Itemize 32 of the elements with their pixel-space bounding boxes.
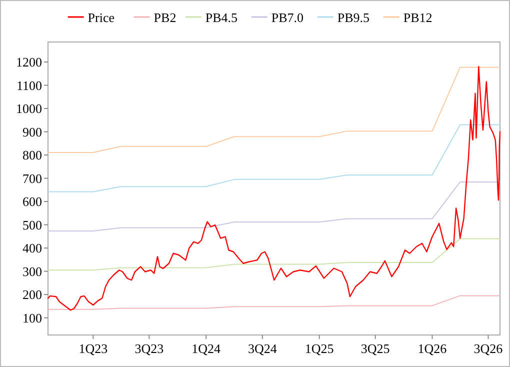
y-tick-label: 800 [22, 148, 42, 163]
line-series [48, 238, 500, 271]
line-series [48, 295, 500, 310]
y-tick-label: 400 [22, 240, 42, 256]
x-tick-label: 3Q24 [248, 341, 278, 356]
x-tick-label: 1Q24 [192, 341, 222, 356]
x-tick-label: 1Q26 [418, 341, 448, 356]
legend-label: PB9.5 [337, 10, 370, 25]
x-tick-label: 3Q25 [360, 341, 390, 356]
y-tick-label: 300 [22, 264, 42, 279]
line-series [48, 124, 500, 192]
y-tick-label: 700 [22, 170, 42, 186]
legend-label: PB4.5 [205, 10, 238, 25]
x-tick-label: 3Q23 [134, 341, 164, 356]
y-tick-label: 1000 [16, 101, 42, 116]
x-tick-label: 1Q23 [78, 341, 108, 356]
legend-label: PB2 [154, 10, 176, 25]
y-tick-label: 900 [22, 124, 42, 140]
legend-label: Price [88, 10, 115, 25]
legend-label: PB12 [403, 10, 432, 25]
y-tick-label: 1200 [16, 54, 42, 70]
line-series [48, 181, 500, 232]
y-tick-label: 100 [22, 310, 42, 326]
x-tick-label: 3Q26 [474, 341, 504, 356]
line-series [48, 66, 500, 153]
line-series [47, 66, 501, 311]
y-tick-label: 500 [22, 217, 42, 232]
y-tick-label: 1100 [16, 78, 42, 93]
y-tick-label: 200 [22, 287, 42, 302]
legend-label: PB7.0 [271, 10, 304, 25]
x-tick-label: 1Q25 [304, 341, 334, 356]
y-tick-label: 600 [22, 194, 42, 210]
